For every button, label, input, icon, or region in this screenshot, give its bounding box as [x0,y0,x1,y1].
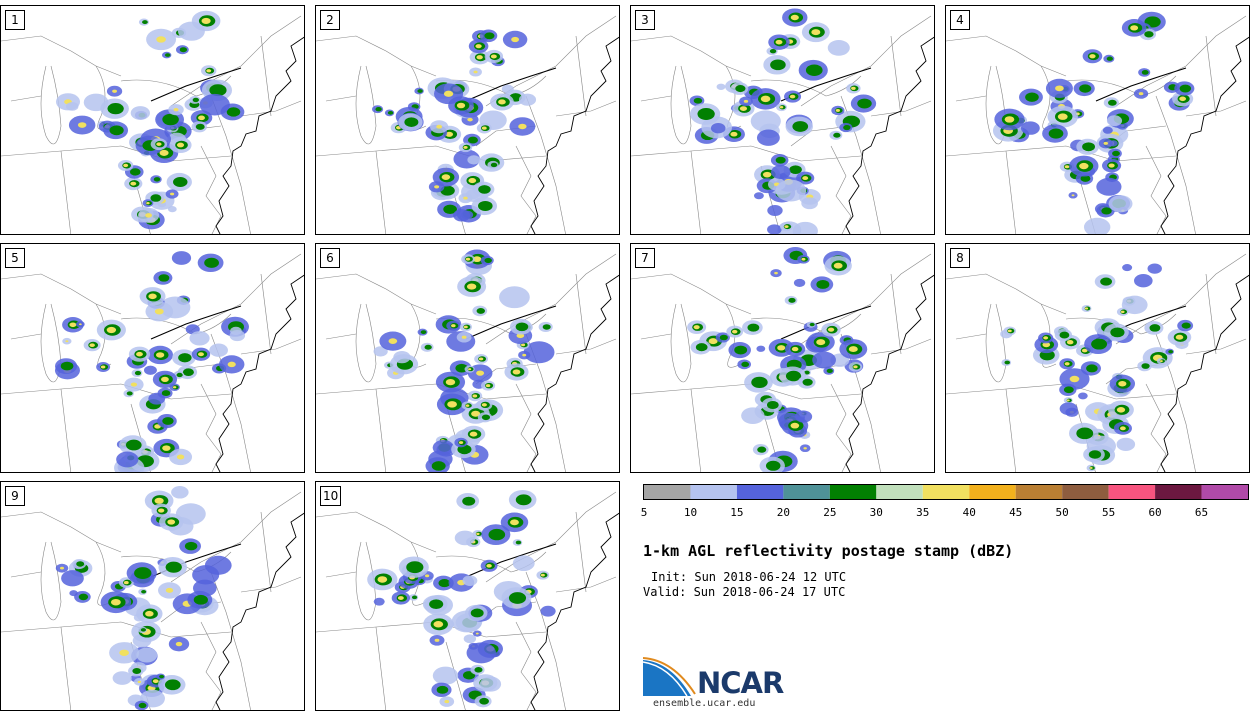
member-number: 5 [5,248,25,268]
member-panel-1: 1 [0,5,305,235]
valid-time: Valid: Sun 2018-06-24 17 UTC [643,585,846,599]
colorbar-bin [876,485,923,499]
reflectivity-map [316,489,619,710]
member-number: 3 [635,10,655,30]
colorbar-bin [1015,485,1063,499]
colorbar-bin [1108,485,1156,499]
reflectivity-colorbar [643,484,1249,500]
member-number: 4 [950,10,970,30]
colorbar-tick-label: 30 [869,506,883,519]
member-panel-8: 8 [945,243,1250,473]
logo-text: NCAR [697,666,784,700]
colorbar-tick-label: 5 [640,506,648,519]
colorbar-bin [690,485,737,499]
member-panel-3: 3 [630,5,935,235]
reflectivity-map [631,8,934,234]
reflectivity-map [1,251,304,472]
ncar-logo-icon [643,657,696,697]
colorbar-tick-label: 45 [1009,506,1023,519]
colorbar-tick-label: 20 [776,506,790,519]
colorbar-bin [1062,485,1109,499]
colorbar-tick-label: 50 [1055,506,1069,519]
colorbar-tick-label: 35 [916,506,930,519]
reflectivity-map [1,10,304,234]
reflectivity-map [946,11,1249,234]
member-panel-4: 4 [945,5,1250,235]
member-number: 7 [635,248,655,268]
colorbar-bin [644,485,691,499]
member-panel-7: 7 [630,243,935,473]
colorbar-bin [1201,485,1248,499]
colorbar-tick-label: 10 [683,506,698,519]
reflectivity-map [316,249,619,472]
colorbar-tick-label: 25 [823,506,837,519]
colorbar-bin [969,485,1016,499]
member-number: 9 [5,486,25,506]
init-time: Init: Sun 2018-06-24 12 UTC [651,570,847,584]
member-panel-2: 2 [315,5,620,235]
member-panel-10: 10 [315,481,620,711]
member-number: 6 [320,248,340,268]
colorbar-tick-label: 40 [962,506,976,519]
figure-title: 1-km AGL reflectivity postage stamp (dBZ… [643,542,1014,560]
colorbar-bin [1155,485,1202,499]
reflectivity-map [946,253,1249,472]
colorbar-bin [736,485,784,499]
colorbar-tick-label: 65 [1194,506,1209,519]
member-number: 8 [950,248,970,268]
member-number: 1 [5,10,25,30]
colorbar-bin [829,485,877,499]
colorbar-tick-label: 55 [1101,506,1116,519]
colorbar-bin [783,485,830,499]
reflectivity-map [316,15,619,234]
member-number: 2 [320,10,340,30]
colorbar-tick-label: 60 [1148,506,1162,519]
colorbar-tick-label: 15 [730,506,744,519]
reflectivity-map [631,246,934,472]
website-label: ensemble.ucar.edu [653,698,756,709]
member-panel-9: 9 [0,481,305,711]
member-panel-6: 6 [315,243,620,473]
member-number: 10 [320,486,342,506]
member-panel-5: 5 [0,243,305,473]
reflectivity-map [1,486,304,710]
colorbar-bin [922,485,970,499]
